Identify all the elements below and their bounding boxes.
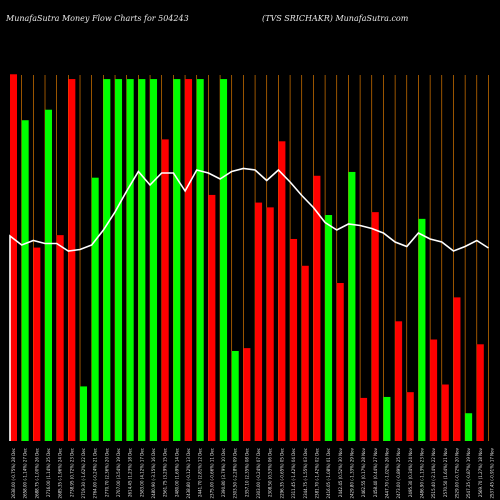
bar (290, 238, 298, 441)
bar (325, 215, 333, 441)
bar (266, 207, 274, 441)
x-tick-label: 2381.70 (-1.42%) 02 Dec (314, 448, 319, 498)
bar (453, 297, 461, 441)
x-tick-label: 2357.10 (2.35%) 08 Dec (244, 448, 249, 497)
bar (255, 202, 263, 441)
bar (336, 283, 344, 441)
x-tick-label: 2547.35 (-0.87%) 19 Nov (466, 447, 471, 498)
x-tick-label: 2738.95 (0.72%) 23 Dec (69, 448, 74, 497)
x-tick-label: 2707.00 (3.54%) 19 Dec (116, 448, 121, 497)
bar (406, 392, 414, 441)
x-tick-label: 2416.05 (-1.08%) 01 Dec (326, 448, 331, 498)
bar (313, 175, 321, 441)
bar (476, 344, 484, 441)
bar (161, 139, 169, 441)
x-tick-label: 2719.30 (-1.62%) 22 Dec (81, 448, 86, 498)
x-tick-label: 2442.45 (0.52%) 30 Nov (338, 447, 343, 497)
x-tick-label: 2570.50 (1.64%) 21 Nov (443, 447, 448, 497)
bar (395, 321, 403, 441)
bar (441, 384, 449, 441)
x-tick-label: 2438.80 (-0.12%) 13 Dec (186, 448, 191, 498)
x-tick-label: 2583.00 (4.12%) 17 Dec (139, 448, 144, 497)
bar (301, 265, 309, 441)
price-line (9, 167, 489, 441)
x-tick-label: 2495.30 (0.34%) 24 Nov (408, 447, 413, 497)
bar (138, 79, 146, 441)
bar (360, 397, 368, 441)
bar (150, 79, 158, 441)
x-tick-label: 2716.00 (1.14%) 25 Dec (46, 448, 51, 497)
x-tick-label: 2303.50 (-2.28%) 09 Dec (233, 448, 238, 498)
bar (383, 396, 391, 441)
x-tick-label: 2480.00 (1.69%) 14 Dec (174, 448, 179, 497)
x-tick-label: 2486.90 (-1.13%) 23 Nov (419, 447, 424, 498)
bar (68, 79, 76, 441)
bar (45, 109, 53, 441)
bar (21, 120, 29, 442)
bar (418, 218, 426, 441)
x-tick-label: 2458.40 (0.44%) 27 Nov (373, 447, 378, 497)
x-tick-label: 2303.00 (-0.24%) 07 Dec (256, 448, 261, 498)
header-left: MunafaSutra Money Flow Charts for 504243 (6, 14, 189, 23)
x-tick-label: 2569.70 (1.27%) 18 Nov (478, 447, 483, 497)
x-tick-label: 2614.45 (1.23%) 18 Dec (128, 448, 133, 497)
bar (220, 79, 228, 441)
x-tick-label: 2308.50 (0.53%) 06 Dec (268, 448, 273, 497)
x-tick-label: 2473.00 (-0.89%) 25 Nov (396, 447, 401, 498)
x-tick-label: 2311.45 (-1.42%) 04 Dec (291, 448, 296, 498)
bar (196, 79, 204, 441)
x-tick-label: 2480.90 (-3.15%) 16 Dec (151, 448, 156, 498)
x-tick-label: 2688.75 (-1.00%) 26 Dec (34, 448, 39, 498)
x-tick-label: 2441.70 (2.81%) 12 Dec (198, 448, 203, 497)
x-tick-label: 2462.55 (0.17%) 28 Nov (361, 447, 366, 497)
x-tick-label: 2390.80 (3.79%) 10 Dec (221, 448, 226, 497)
bar (80, 386, 88, 441)
x-tick-label: 2529.00 (-0.72%) 20 Nov (454, 447, 459, 498)
bar (10, 74, 17, 441)
bar (371, 212, 379, 441)
bar (91, 177, 99, 441)
bar (173, 79, 181, 441)
bar (231, 350, 239, 441)
bar (126, 79, 134, 441)
x-tick-label: 2764.00 (-0.24%) 21 Dec (93, 448, 98, 498)
x-tick-label: 2658.00 (-1.14%) 27 Dec (23, 448, 28, 498)
bar (430, 339, 438, 441)
x-tick-label: 2685.35 (-1.96%) 24 Dec (58, 448, 63, 498)
bar (115, 79, 123, 441)
x-tick-label: 2429.80 (-1.33%) 29 Nov (349, 447, 354, 498)
x-tick-label: 2447.70 (-1.02%) 26 Nov (384, 447, 389, 498)
header-right: (TVS SRICHAKR) MunafaSutra.com (262, 14, 409, 23)
x-tick-label: 2515.40 (-2.14%) 22 Nov (431, 447, 436, 498)
bar (348, 171, 356, 441)
bars (10, 74, 484, 442)
bar (465, 413, 473, 441)
x-tick-label: 2537.45 (-0.91%) 17 Nov (489, 447, 494, 498)
price-line-layer (9, 167, 489, 441)
x-tick-label: 2770.70 (2.36%) 20 Dec (104, 448, 109, 497)
x-tick-label: 2375.00 (-0.66%) 11 Dec (209, 448, 214, 498)
x-tick-label: 2561.75 (3.29%) 15 Dec (163, 448, 168, 497)
bar (243, 348, 251, 441)
bar (278, 141, 286, 442)
grid-lines (21, 75, 489, 441)
x-tick-label: 2344.75 (-1.55%) 03 Dec (303, 448, 308, 498)
x-tick-label: 2638.00 (-0.75%) 28 Dec (11, 448, 16, 498)
bar (33, 247, 41, 441)
bar (208, 194, 216, 441)
bar (185, 79, 193, 441)
x-tick-labels: 2638.00 (-0.75%) 28 Dec 2658.00 (-1.14%) … (11, 447, 494, 498)
bar (103, 79, 111, 441)
bar (56, 235, 64, 441)
x-tick-label: 2296.35 (-0.65%) 05 Dec (279, 448, 284, 498)
